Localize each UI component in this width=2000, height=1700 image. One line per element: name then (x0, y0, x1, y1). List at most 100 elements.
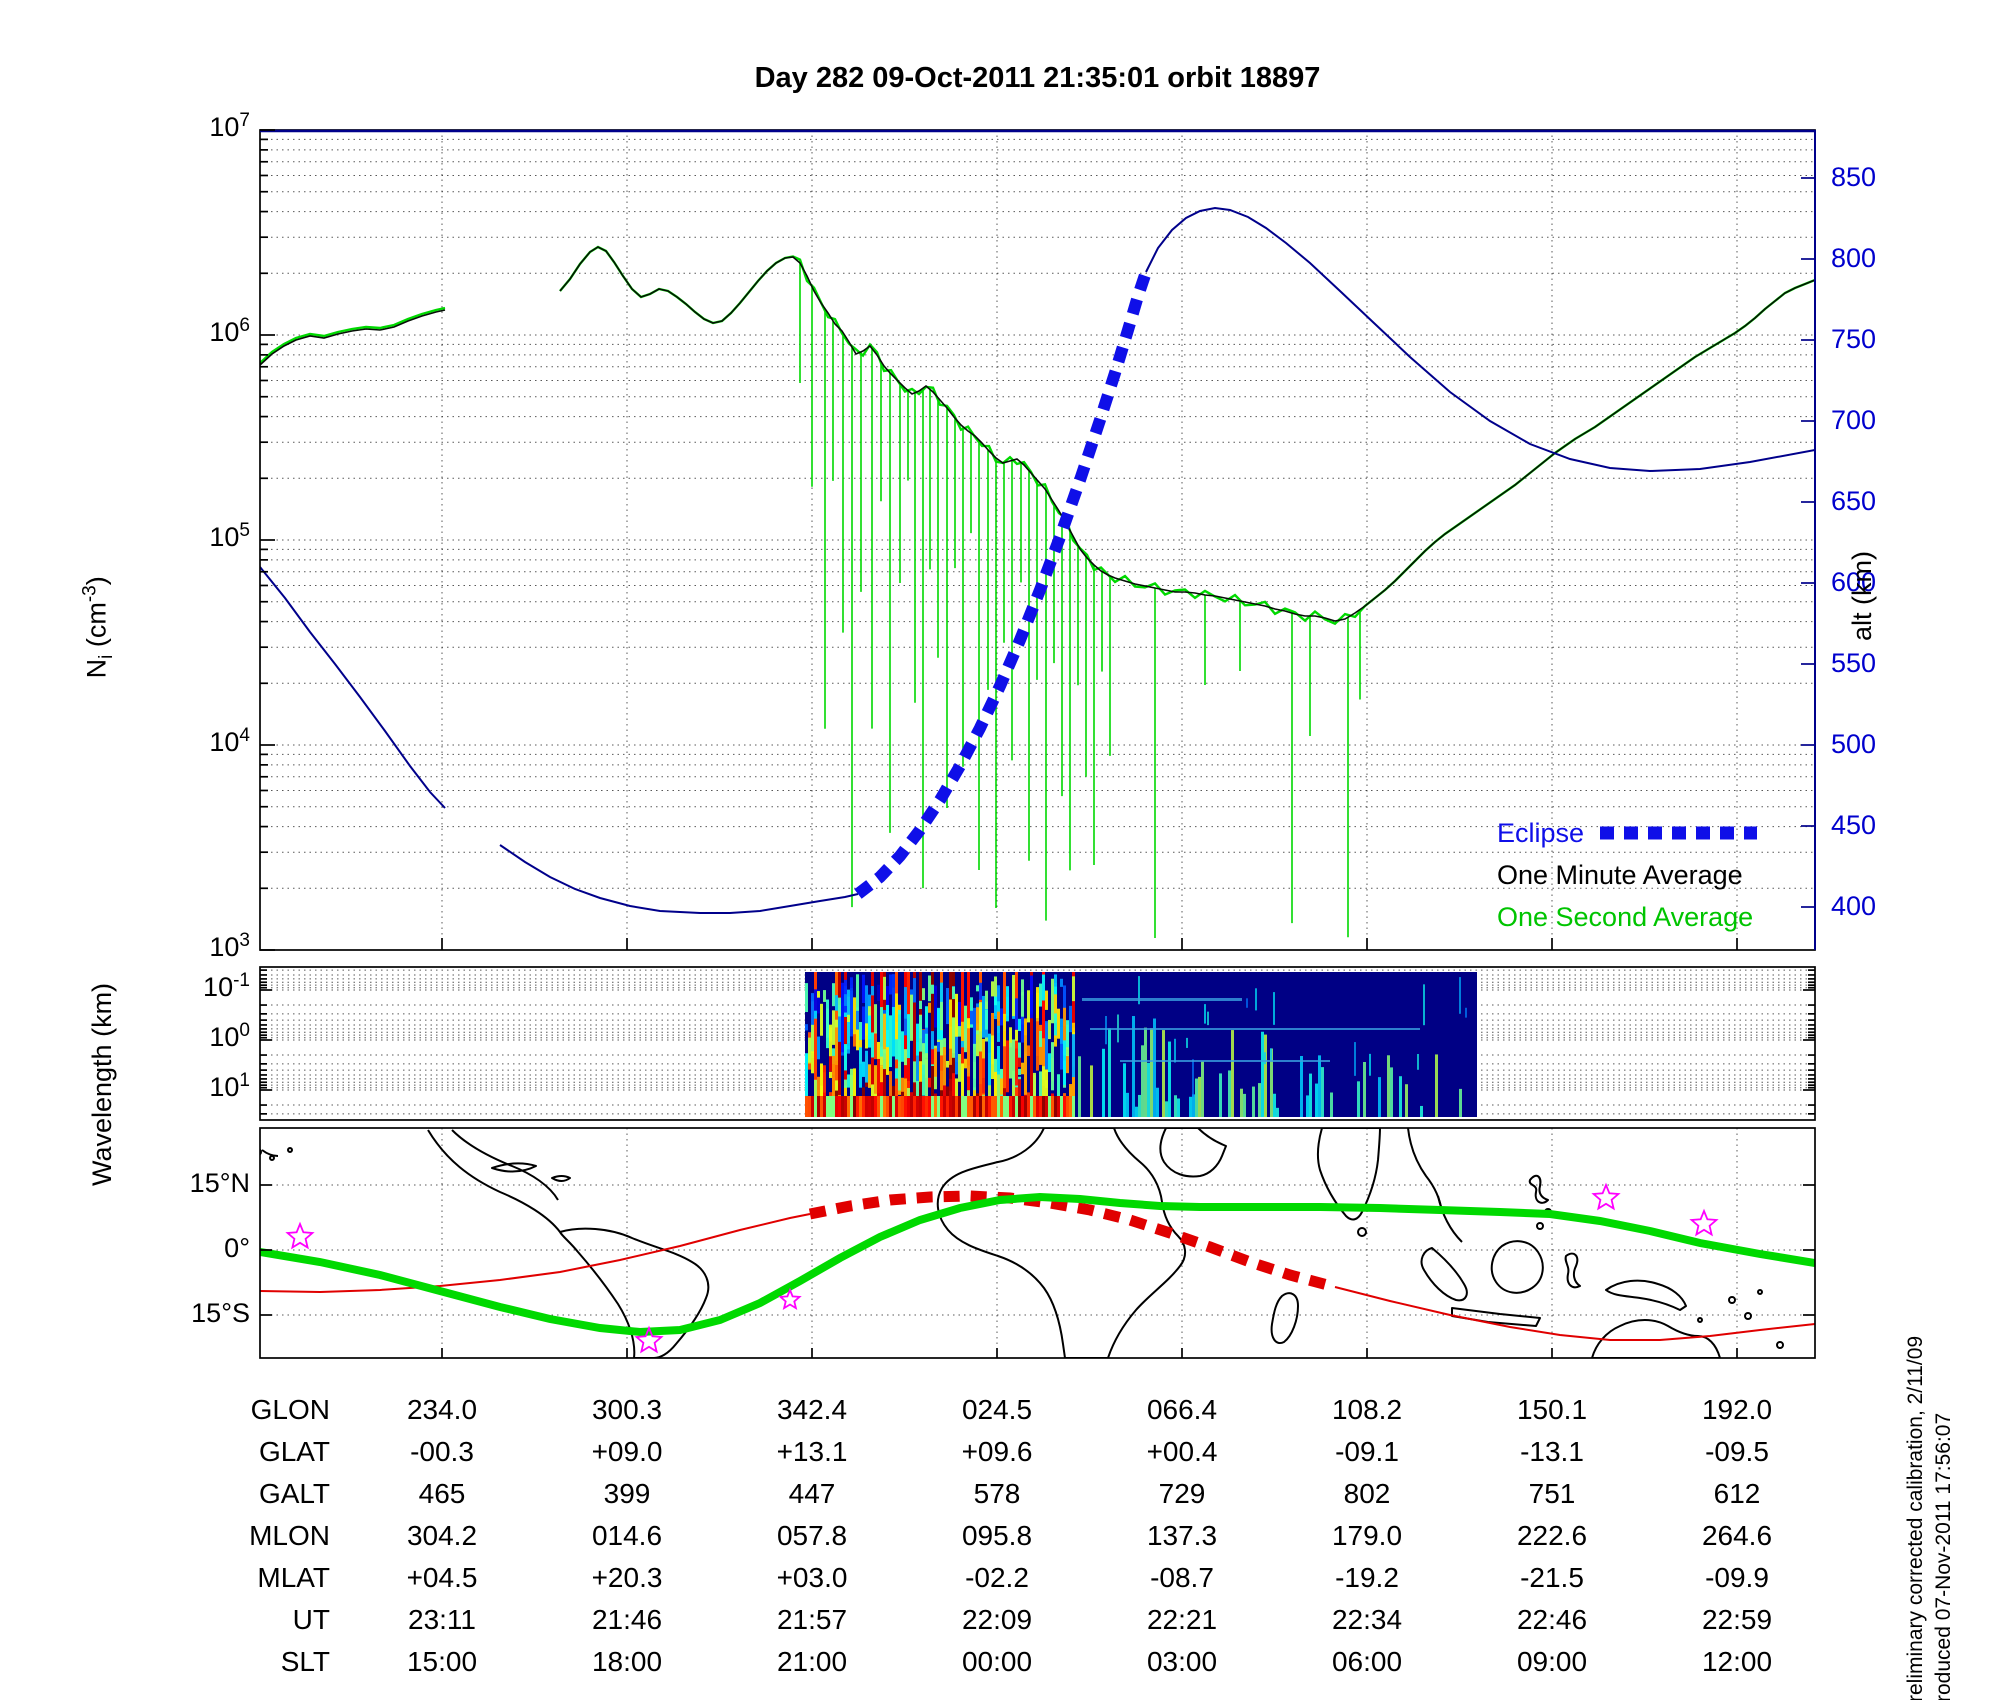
spectro-streak (1036, 1021, 1039, 1071)
table-cell: -09.9 (1705, 1562, 1769, 1593)
table-cell: +20.3 (591, 1562, 663, 1593)
spectro-bottom-band (901, 1096, 904, 1117)
spectro-bottom-band (850, 1096, 853, 1117)
spectro-streak (1270, 1048, 1273, 1117)
table-cell: 22:59 (1701, 1604, 1773, 1635)
spectro-streak (817, 989, 820, 1014)
map-red-eclipse-dashed-track (808, 1190, 1337, 1293)
spectro-bottom-band (1072, 1096, 1075, 1117)
spectro-streak (1228, 1070, 1231, 1117)
spectro-streak (1078, 1056, 1081, 1117)
spectro-streak (1027, 990, 1030, 1023)
table-cell: 137.3 (1146, 1520, 1218, 1551)
spectro-streak (907, 1014, 910, 1059)
spectro-bottom-band (988, 1096, 991, 1117)
spectro-bottom-band (982, 1096, 985, 1117)
spectro-bottom-band (1039, 1096, 1042, 1117)
spectro-bottom-band (1048, 1096, 1051, 1117)
panel-frames-and-ticks (259, 129, 1816, 1359)
spectro-streak (982, 1058, 985, 1094)
spectro-streak (958, 1001, 961, 1027)
spectro-streak (919, 1061, 922, 1082)
spectro-streak (1177, 1098, 1180, 1117)
spectro-streak (955, 993, 958, 1037)
spectro-bottom-band (955, 1096, 958, 1117)
spectro-streak (871, 1032, 874, 1058)
spectro-streak (1246, 998, 1248, 1008)
spectro-bottom-band (1057, 1096, 1060, 1117)
coastline (1605, 1279, 1687, 1311)
spectro-bottom-band (889, 1096, 892, 1117)
spectro-bottom-band (1066, 1096, 1069, 1117)
spectro-streak (874, 1065, 877, 1105)
spectro-streak (862, 1061, 865, 1077)
map-green-track (260, 1192, 1815, 1337)
coastline (551, 1175, 571, 1182)
spectro-streak (1015, 1048, 1018, 1086)
table-cell: 09:00 (1516, 1646, 1588, 1677)
coastline (936, 1128, 1186, 1358)
spectro-streak (916, 1081, 919, 1109)
spectro-streak (1138, 1094, 1141, 1117)
wavelength-tick-label: 100 (209, 1020, 250, 1052)
spectro-bottom-band (895, 1096, 898, 1117)
spectro-streak (820, 1063, 823, 1108)
ni-tick-label: 107 (209, 110, 250, 142)
spectro-horizontal-streak (1082, 998, 1242, 1001)
spectro-streak (1243, 1093, 1246, 1117)
spectro-streak (1300, 1055, 1303, 1117)
spectro-streak (985, 1009, 988, 1030)
coastline (451, 1129, 559, 1201)
spectro-streak (988, 1065, 991, 1110)
spectro-streak (913, 972, 916, 1117)
spectro-streak (961, 1041, 964, 1048)
spectro-streak (946, 988, 949, 1025)
spectro-streak (832, 1055, 835, 1100)
spectro-streak (931, 984, 934, 994)
spectro-streak (1189, 1096, 1192, 1117)
one-second-average-trace (559, 245, 1815, 626)
spectro-streak (961, 1035, 964, 1078)
island (1728, 1296, 1736, 1304)
spectro-streak (1123, 1063, 1126, 1117)
spectro-streak (835, 995, 838, 1011)
altitude-trace (499, 844, 859, 914)
table-cell: 066.4 (1146, 1394, 1218, 1425)
spectro-streak (1105, 1015, 1107, 1045)
island (269, 1155, 275, 1161)
spectro-streak (913, 978, 916, 1003)
table-cell: 23:11 (408, 1604, 476, 1635)
spectro-bottom-band (1051, 1096, 1054, 1117)
spectro-streak (919, 1000, 922, 1010)
spectro-bottom-band (808, 1096, 811, 1117)
ni-tick-label: 103 (209, 930, 250, 962)
spectro-horizontal-streak (1090, 1028, 1420, 1030)
spectro-streak (940, 1070, 943, 1103)
spectro-bottom-band (904, 1096, 907, 1117)
table-cell: 578 (973, 1478, 1021, 1509)
alt-tick-label: 600 (1831, 567, 1877, 597)
spectro-streak (991, 1042, 994, 1051)
spectro-streak (874, 1032, 877, 1060)
map-red-track (1334, 1286, 1815, 1341)
table-cell: 18:00 (591, 1646, 663, 1677)
spectro-streak (1153, 1018, 1156, 1117)
spectro-streak (1063, 1040, 1066, 1085)
spectro-streak (1021, 979, 1024, 1017)
table-cell: 095.8 (961, 1520, 1033, 1551)
figure-title: Day 282 09-Oct-2011 21:35:01 orbit 18897 (754, 62, 1321, 94)
spectro-streak (847, 989, 850, 1015)
spectro-streak (1258, 1083, 1261, 1117)
spectro-streak (901, 1031, 904, 1062)
spectro-streak (1273, 1093, 1276, 1117)
spectro-streak (1033, 1072, 1036, 1117)
table-cell: 22:34 (1331, 1604, 1403, 1635)
spectro-streak (1150, 1028, 1153, 1117)
table-cell: 15:00 (406, 1646, 478, 1677)
wavelength-tick-label: 10-1 (203, 970, 250, 1002)
spectro-bottom-band (1042, 1096, 1045, 1117)
spectro-bottom-band (940, 1096, 943, 1117)
spectro-streak (862, 1006, 865, 1040)
spectro-streak (997, 1046, 1000, 1075)
